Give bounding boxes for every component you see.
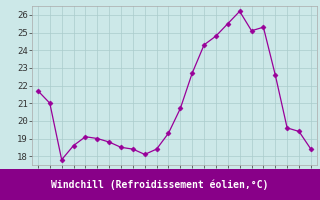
Text: Windchill (Refroidissement éolien,°C): Windchill (Refroidissement éolien,°C)	[51, 179, 269, 190]
